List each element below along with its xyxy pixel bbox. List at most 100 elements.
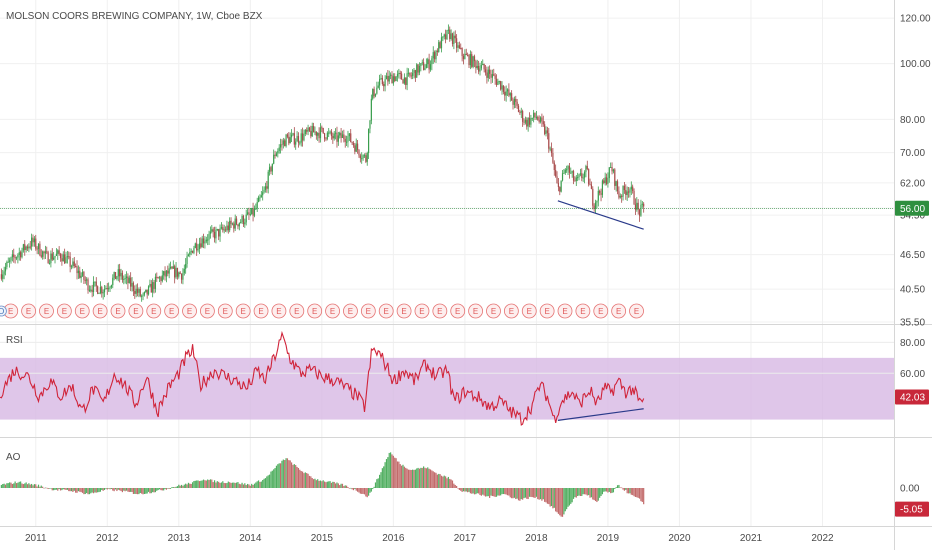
rsi-tick-label: 80.00 [900, 338, 925, 349]
earnings-marker[interactable] [343, 303, 358, 319]
candle [73, 261, 75, 267]
ao-bar [442, 476, 444, 488]
candle [268, 167, 271, 172]
earnings-marker[interactable] [360, 303, 376, 319]
earnings-marker-label: E [80, 307, 85, 316]
earnings-marker[interactable] [21, 303, 37, 319]
ao-bar [604, 488, 606, 492]
ao-bar [640, 488, 642, 502]
earnings-marker[interactable] [486, 303, 501, 319]
earnings-marker-label: E [544, 307, 549, 316]
candle [136, 288, 139, 293]
earnings-marker[interactable] [74, 303, 90, 319]
ao-bar [351, 488, 353, 490]
candle [380, 77, 382, 79]
earnings-marker[interactable] [128, 303, 144, 319]
ao-bar [494, 488, 496, 497]
earnings-marker[interactable] [629, 303, 644, 319]
earnings-marker[interactable] [92, 303, 108, 319]
earnings-marker[interactable] [110, 303, 126, 319]
candle [626, 191, 628, 195]
ao-bar [515, 488, 517, 500]
ao-bar [523, 488, 525, 499]
candle [24, 244, 26, 250]
ao-bar [183, 484, 185, 488]
ao-bar [14, 481, 16, 488]
earnings-marker[interactable] [146, 303, 162, 319]
ao-bar [372, 488, 374, 490]
candle [482, 63, 484, 66]
ao-panel[interactable]: AO [0, 452, 645, 517]
ao-bar [35, 484, 37, 488]
earnings-marker[interactable] [39, 303, 54, 319]
candle [366, 153, 368, 162]
candle [410, 75, 412, 77]
ao-bar [264, 478, 267, 488]
earnings-marker[interactable] [378, 303, 394, 319]
ao-bar [43, 487, 45, 489]
ao-bar [391, 454, 393, 488]
earnings-marker-label: E [223, 307, 228, 316]
candle [87, 279, 89, 291]
price-trendline[interactable] [557, 200, 644, 230]
candle [469, 54, 471, 66]
earnings-marker[interactable] [271, 303, 287, 319]
candle [158, 277, 161, 279]
earnings-marker[interactable] [235, 303, 251, 319]
candle [618, 191, 620, 198]
earnings-marker[interactable] [593, 303, 609, 319]
earnings-marker[interactable] [164, 303, 180, 319]
candle [607, 178, 609, 184]
candle [266, 186, 268, 189]
earnings-marker-label: E [276, 307, 281, 316]
earnings-marker[interactable] [414, 303, 430, 319]
candle [80, 275, 82, 278]
candle [593, 205, 595, 210]
ao-bar [542, 488, 544, 500]
earnings-marker[interactable] [611, 303, 627, 319]
earnings-marker[interactable] [450, 303, 466, 319]
earnings-marker[interactable] [217, 303, 233, 319]
earnings-marker[interactable] [307, 303, 323, 319]
earnings-marker[interactable] [200, 303, 215, 319]
candle [61, 258, 63, 262]
candle [538, 120, 540, 122]
rsi-panel[interactable]: RSI [0, 330, 894, 426]
ao-bar [299, 469, 301, 488]
earnings-marker[interactable] [253, 303, 269, 319]
earnings-marker[interactable] [56, 303, 72, 319]
earnings-marker[interactable] [432, 303, 448, 319]
candle [253, 208, 256, 216]
candle [527, 117, 529, 127]
earnings-marker[interactable] [182, 303, 197, 319]
earnings-marker[interactable] [325, 303, 340, 319]
candle [223, 229, 225, 231]
candle [632, 186, 634, 192]
ao-bar [323, 481, 326, 488]
candle [86, 279, 88, 281]
ao-axis[interactable]: 0.00 [900, 484, 920, 495]
earnings-marker[interactable] [557, 303, 573, 319]
candle [553, 162, 555, 171]
rsi-trendline[interactable] [557, 408, 644, 421]
ao-bar [337, 483, 339, 488]
ao-bar [478, 488, 480, 494]
earnings-marker[interactable] [503, 303, 519, 319]
rsi-axis[interactable]: 80.00 60.00 [900, 338, 925, 380]
ao-bar [101, 488, 103, 490]
earnings-marker[interactable] [396, 303, 412, 319]
time-axis[interactable]: 2011 2012 2013 2014 2015 2016 2017 2018 2019 2020… [25, 533, 834, 544]
ao-bar [522, 488, 524, 500]
ao-bar [482, 488, 484, 495]
earnings-events[interactable]: E E E E E E E E E E E E E E E E E E E E E E E E E E E E E E E E E E E ED [0, 303, 644, 319]
earnings-marker[interactable] [289, 303, 305, 319]
earnings-marker[interactable] [539, 303, 555, 319]
ao-bar [293, 464, 295, 488]
earnings-marker[interactable] [468, 303, 484, 319]
dividend-marker[interactable] [0, 305, 7, 317]
ao-bar [528, 488, 531, 497]
earnings-marker[interactable] [521, 303, 537, 319]
earnings-marker[interactable] [575, 303, 591, 319]
